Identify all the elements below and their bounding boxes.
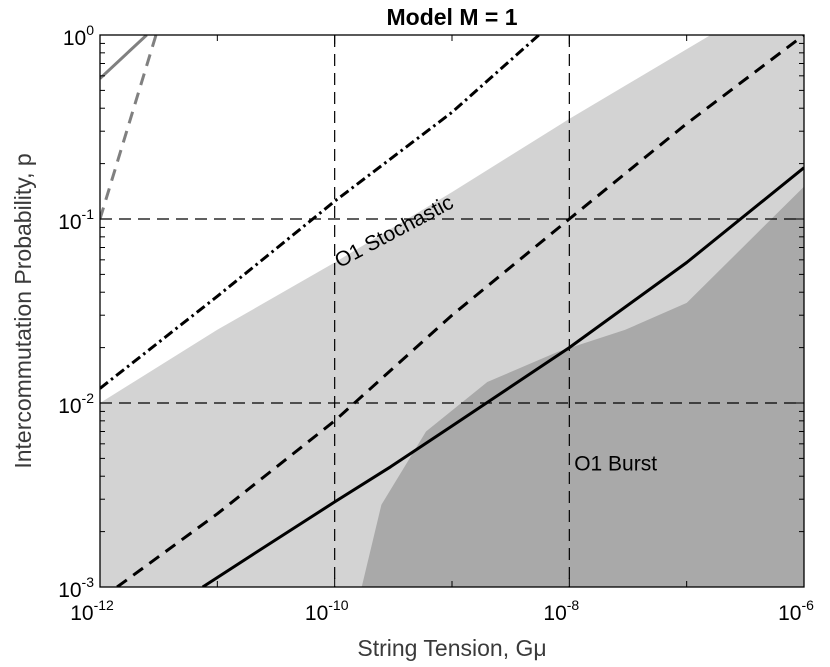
y-tick-label: 100 — [63, 22, 94, 50]
x-tick-label: 10-12 — [70, 597, 114, 625]
series-line-dashed-black — [116, 35, 804, 587]
tick-marks — [99, 34, 805, 588]
y-axis-label: Intercommutation Probability, p — [10, 153, 36, 468]
x-tick-label: 10-6 — [778, 597, 814, 625]
y-tick-label: 10-2 — [58, 390, 94, 418]
plot-area — [100, 35, 804, 587]
x-tick-label: 10-10 — [305, 597, 349, 625]
reference-lines — [100, 35, 804, 587]
series-line-solid-gray — [100, 35, 148, 80]
region-burst — [361, 186, 804, 587]
x-axis-label: String Tension, Gμ — [357, 635, 546, 661]
regions — [100, 35, 804, 587]
tick-labels: 10-12 10-10 10-8 10-6 10-3 10-2 10-1 100 — [58, 22, 814, 625]
series-line-solid-black — [201, 166, 804, 587]
annotation-burst: O1 Burst — [574, 452, 657, 475]
series — [100, 35, 804, 587]
series-line-dashed-gray — [100, 35, 158, 220]
chart-title: Model M = 1 — [387, 4, 518, 30]
y-tick-label: 10-1 — [58, 206, 94, 234]
y-tick-label: 10-3 — [58, 574, 94, 602]
series-line-dash-dot-black — [100, 35, 540, 390]
x-tick-label: 10-8 — [543, 597, 579, 625]
